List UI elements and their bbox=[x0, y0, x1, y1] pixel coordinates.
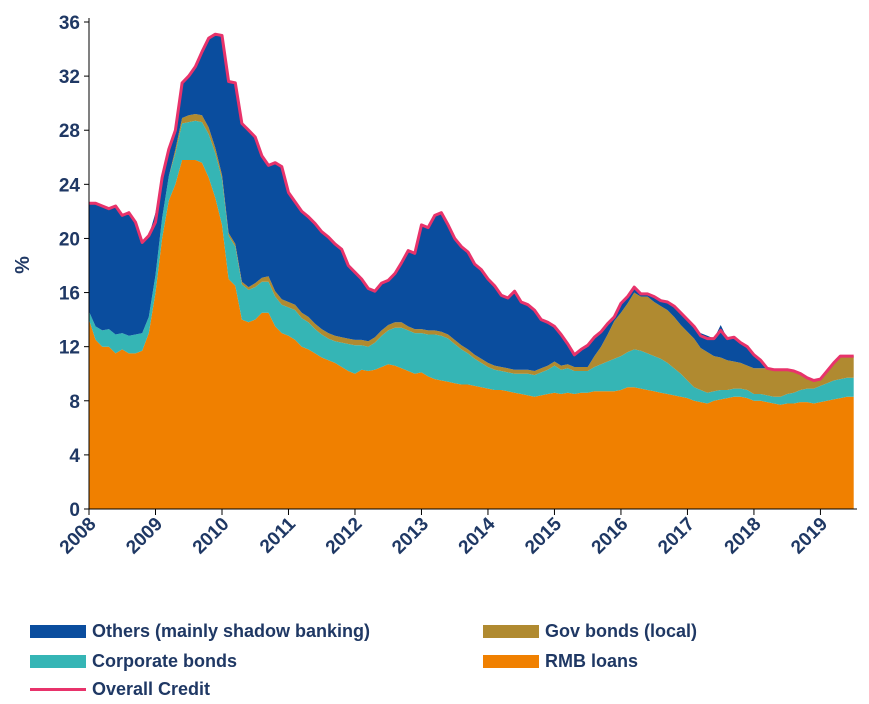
line-layer bbox=[89, 32, 854, 382]
legend-item-rmb-loans: RMB loans bbox=[483, 649, 638, 673]
credit-growth-chart: 0 4 8 12 16 20 24 28 32 36 2008 2009 2010 2011 2012 201… bbox=[12, 13, 857, 559]
x-tick-label: 2012 bbox=[322, 514, 367, 559]
area-gov-bonds-local bbox=[89, 114, 854, 397]
legend-label-corporate-bonds: Corporate bonds bbox=[92, 650, 238, 671]
legend: Others (mainly shadow banking) Gov bonds… bbox=[30, 615, 850, 700]
x-tick-label: 2017 bbox=[654, 514, 699, 559]
y-tick-label: 16 bbox=[59, 284, 80, 305]
y-tick-label: 36 bbox=[59, 13, 80, 34]
y-tick-label: 20 bbox=[59, 229, 80, 250]
y-axis-label: % bbox=[12, 256, 34, 274]
legend-item-gov-bonds: Gov bonds (local) bbox=[483, 619, 697, 643]
area-others-mainly-shadow-banking bbox=[89, 34, 854, 381]
x-tick-label: 2016 bbox=[588, 514, 633, 559]
x-tick-label: 2008 bbox=[56, 514, 101, 559]
legend-label-others: Others (mainly shadow banking) bbox=[92, 620, 371, 641]
legend-swatch-gov-bonds bbox=[483, 624, 539, 638]
x-tick-label: 2015 bbox=[521, 513, 566, 558]
y-tick-label: 32 bbox=[59, 67, 80, 88]
legend-swatch-rmb-loans bbox=[483, 654, 539, 668]
x-tick-label: 2011 bbox=[256, 513, 300, 557]
x-tick-label: 2013 bbox=[388, 514, 433, 559]
legend-label-gov-bonds: Gov bonds (local) bbox=[545, 620, 698, 641]
y-tick-label: 8 bbox=[69, 392, 80, 413]
y-tick-label: 0 bbox=[69, 500, 80, 521]
legend-swatch-others bbox=[30, 624, 86, 638]
y-tick-label: 28 bbox=[59, 121, 80, 142]
legend-item-corporate-bonds: Corporate bonds bbox=[30, 649, 237, 673]
area-rmb-loans bbox=[89, 160, 854, 509]
x-tick-label: 2010 bbox=[189, 514, 234, 559]
legend-label-rmb-loans: RMB loans bbox=[545, 650, 639, 671]
y-tick-label: 24 bbox=[59, 175, 81, 196]
x-tick-label: 2018 bbox=[721, 514, 766, 559]
x-tick-label: 2014 bbox=[455, 513, 500, 558]
x-tick-label: 2009 bbox=[122, 514, 167, 559]
legend-label-overall-credit: Overall Credit bbox=[92, 678, 211, 699]
legend-swatch-overall-credit bbox=[30, 687, 86, 691]
y-tick-label: 4 bbox=[69, 446, 80, 467]
legend-swatch-corporate-bonds bbox=[30, 654, 86, 668]
area-layers bbox=[89, 34, 854, 509]
legend-item-overall-credit: Overall Credit bbox=[30, 677, 210, 701]
line-overall-credit bbox=[89, 32, 854, 382]
legend-item-others: Others (mainly shadow banking) bbox=[30, 619, 370, 643]
y-tick-label: 12 bbox=[59, 338, 80, 359]
x-tick-label: 2019 bbox=[787, 514, 832, 559]
